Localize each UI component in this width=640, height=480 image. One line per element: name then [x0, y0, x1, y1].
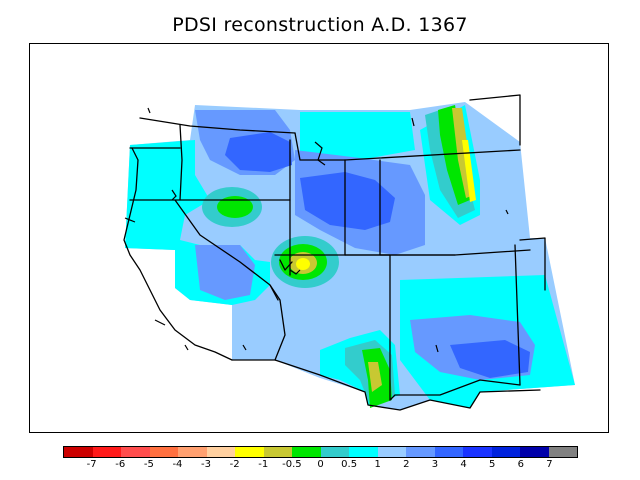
border-az-ca — [269, 284, 286, 361]
colorbar-label: 0 — [317, 459, 324, 470]
colorbar-label: -3 — [201, 459, 212, 470]
border-east-ks — [519, 237, 546, 291]
colorbar-swatch — [149, 447, 178, 457]
lake-great-salt — [314, 141, 326, 166]
border-west-coast — [123, 147, 233, 361]
border-mt-wy — [294, 132, 346, 161]
colorbar-swatch — [349, 447, 378, 457]
field-deep-se — [450, 340, 530, 378]
colorbar-label: 7 — [546, 459, 553, 470]
colorbar-labels: -7 -6 -5 -4 -3 -2 -1 -0.5 0 0.5 1 2 3 4 5 6 7 — [0, 459, 640, 473]
lake-small-2 — [411, 117, 415, 127]
field-deep-center — [300, 172, 395, 230]
field-yellow-ut — [296, 258, 310, 270]
border-az-nv-river — [279, 259, 293, 271]
border-nm-east — [514, 244, 521, 386]
lake-small-1 — [147, 107, 151, 114]
colorbar-label: 3 — [431, 459, 439, 470]
colorbar-label: 6 — [517, 459, 524, 470]
colorbar-swatch — [491, 447, 520, 457]
lake-small-6 — [184, 344, 189, 351]
field-yellow-co — [462, 140, 476, 202]
lake-tahoe — [171, 189, 177, 201]
field-blue-southwest — [195, 245, 255, 300]
colorbar-swatch — [320, 447, 349, 457]
colorbar-label: -1 — [258, 459, 269, 470]
colorbar-swatch — [121, 447, 150, 457]
border-mexico — [231, 359, 541, 411]
colorbar-swatch — [292, 447, 321, 457]
colorbar-swatch — [377, 447, 406, 457]
border-ne-sd — [469, 94, 521, 146]
colorbar-swatch — [406, 447, 435, 457]
colorbar-swatch — [92, 447, 121, 457]
colorbar-label: -2 — [229, 459, 240, 470]
colorbar-swatch — [235, 447, 264, 457]
border-tx-nm — [389, 379, 521, 401]
lake-small-4 — [505, 209, 509, 215]
lake-small-3 — [435, 344, 439, 353]
state-boundaries — [123, 94, 546, 411]
colorbar-label: -5 — [143, 459, 154, 470]
map-title: PDSI reconstruction A.D. 1367 — [172, 14, 468, 36]
lake-mead — [289, 269, 301, 275]
colorbar-swatch — [64, 447, 93, 457]
colorbar-label: -0.5 — [282, 459, 302, 470]
colorbar-label: 1 — [374, 459, 381, 470]
field-green-co — [438, 105, 470, 205]
lake-small-7 — [154, 319, 166, 326]
colorbar-label: 0.5 — [341, 459, 358, 470]
border-wy-north — [344, 149, 521, 161]
field-cyan-north — [300, 112, 415, 160]
colorbar-label: 2 — [403, 459, 410, 470]
lake-small-8 — [124, 217, 136, 223]
lake-small-5 — [242, 344, 247, 351]
colorbar-label: -4 — [172, 459, 183, 470]
field-deep-nw — [225, 132, 292, 172]
colorbar-swatch — [520, 447, 549, 457]
lakes — [124, 107, 509, 353]
colorbar — [63, 446, 578, 458]
colorbar-label: -7 — [86, 459, 97, 470]
colorbar-label: 4 — [460, 459, 467, 470]
colorbar-swatch — [263, 447, 292, 457]
border-id-west — [179, 124, 183, 201]
colorbar-swatch — [548, 447, 577, 457]
colorbar-label: 5 — [488, 459, 496, 470]
border-canada-north — [139, 117, 296, 134]
colorbar-swatch — [206, 447, 235, 457]
colorbar-swatch — [463, 447, 492, 457]
field-olive-south — [368, 362, 382, 392]
field-green-nv — [217, 196, 253, 218]
colorbar-label: -6 — [115, 459, 126, 470]
colorbar-swatch — [178, 447, 207, 457]
colorbar-swatch — [434, 447, 463, 457]
